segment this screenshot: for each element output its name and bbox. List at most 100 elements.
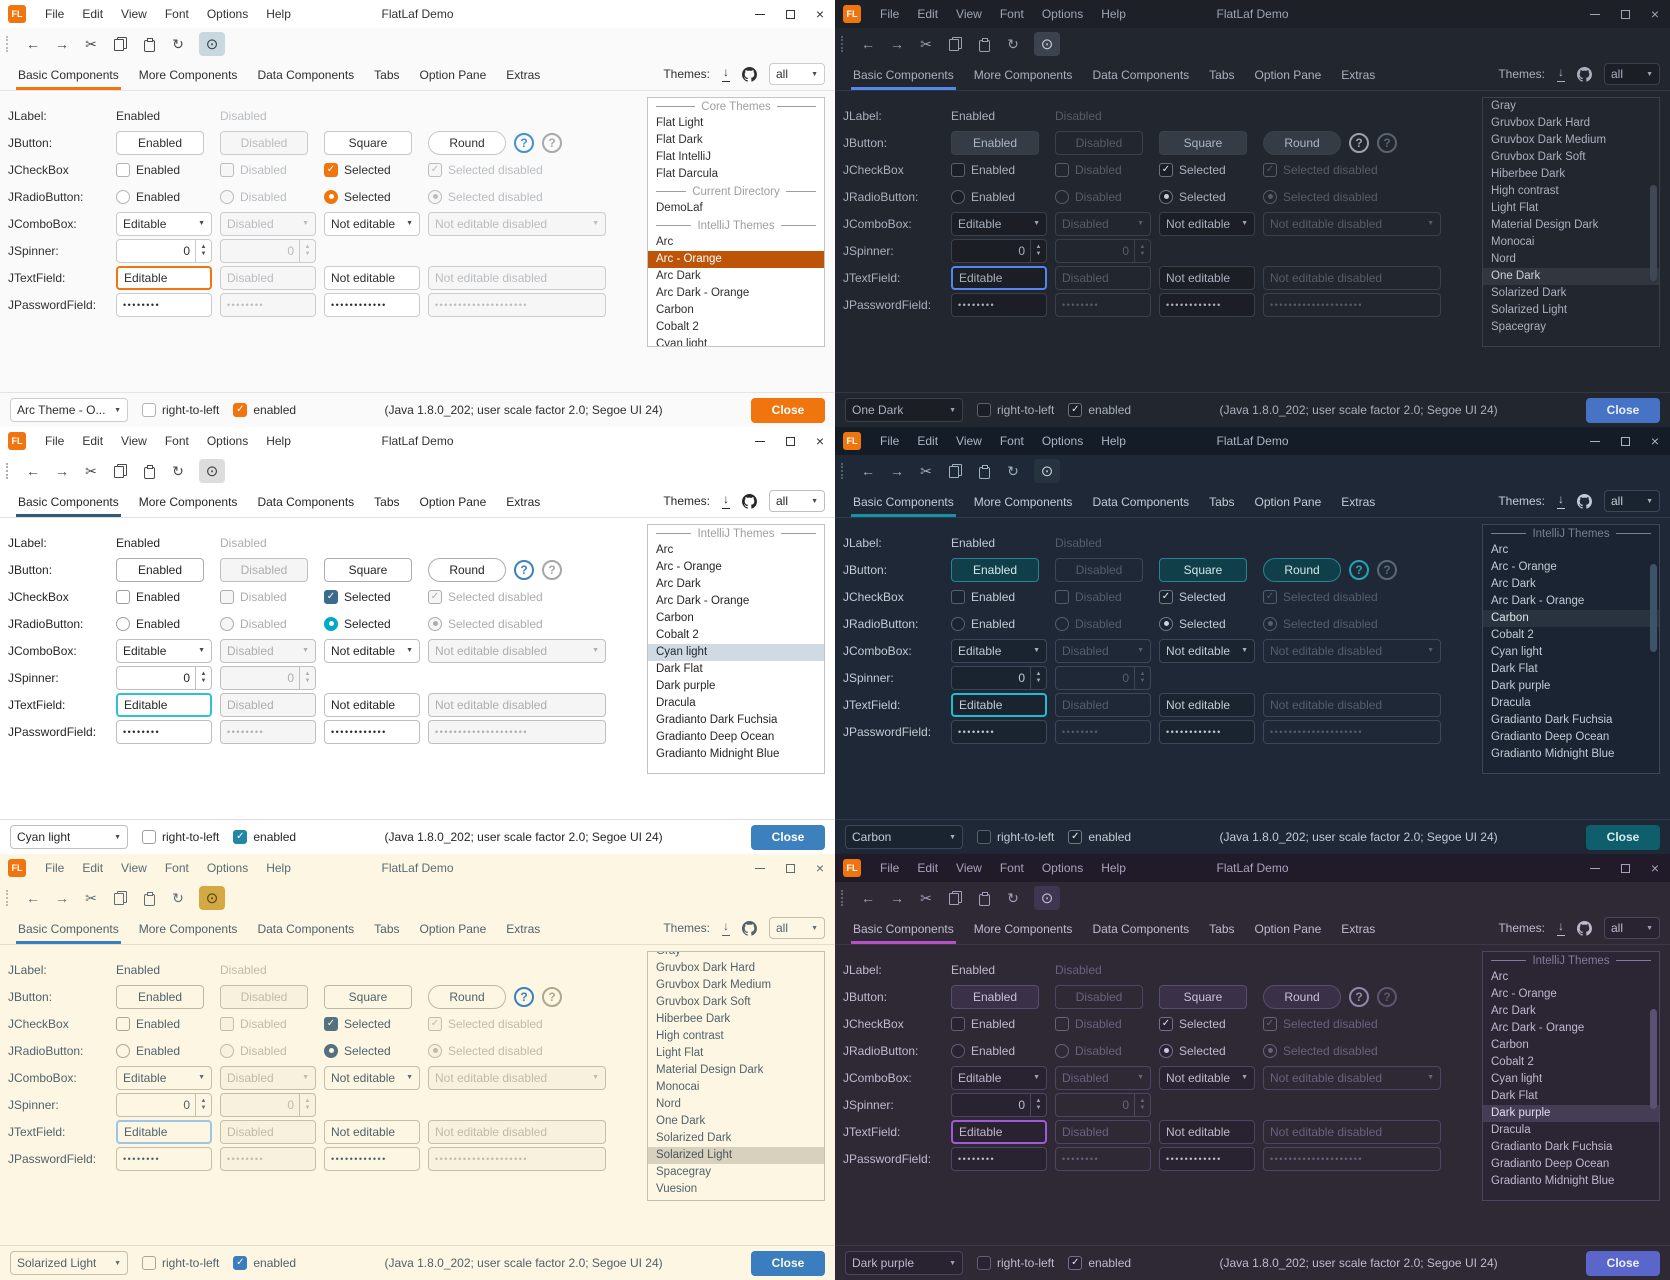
jbutton-square-button[interactable]: Square: [324, 130, 412, 155]
jpasswordfield-3[interactable]: ••••••••••••: [1159, 292, 1255, 317]
tab-basic-components[interactable]: Basic Components: [843, 489, 964, 517]
menu-view[interactable]: View: [956, 861, 982, 875]
tab-more-components[interactable]: More Components: [138, 922, 238, 936]
refresh-icon[interactable]: ↻: [1007, 462, 1019, 479]
theme-list-item-gruvbox-dark-soft[interactable]: Gruvbox Dark Soft: [656, 996, 751, 1008]
menu-file[interactable]: File: [880, 434, 900, 448]
jtextfield-editable-textfield[interactable]: Editable: [116, 1119, 212, 1144]
tab-more-components[interactable]: More Components: [973, 495, 1073, 509]
jtextfield-disabled-textfield[interactable]: Disabled: [220, 1119, 316, 1144]
theme-list-item-cyan-light[interactable]: Cyan light: [656, 338, 708, 347]
minimize-button[interactable]: [1580, 854, 1610, 882]
refresh-icon[interactable]: ↻: [1007, 889, 1019, 906]
jbutton-square-button[interactable]: Square: [1159, 557, 1247, 582]
jtextfield-disabled-textfield[interactable]: Disabled: [220, 265, 316, 290]
jbutton-round-button[interactable]: Round: [428, 130, 506, 155]
theme-list-item-arc-dark[interactable]: Arc Dark: [1491, 578, 1536, 590]
jcheckbox-disabled-checkbox[interactable]: Disabled: [220, 1016, 287, 1031]
jbutton-round-button[interactable]: Round: [1263, 130, 1341, 155]
jspinner-1[interactable]: 0 ▲ ▼: [116, 1092, 212, 1117]
theme-list-item-gradianto-midnight-blue[interactable]: Gradianto Midnight Blue: [1491, 748, 1615, 760]
jcombobox-disabled-combobox[interactable]: Disabled ▼: [1055, 1065, 1151, 1090]
spinner-up-icon[interactable]: ▲: [200, 244, 207, 250]
github-icon[interactable]: [742, 66, 757, 82]
download-icon[interactable]: ↓: [722, 493, 730, 509]
tab-extras[interactable]: Extras: [1341, 68, 1376, 82]
menu-font[interactable]: Font: [164, 7, 189, 21]
theme-list-item-spacegray[interactable]: Spacegray: [656, 1166, 711, 1178]
jpasswordfield-1[interactable]: ••••••••: [951, 1146, 1047, 1171]
spinner-arrows[interactable]: ▲ ▼: [195, 1093, 211, 1116]
theme-list-item-gray[interactable]: Gray: [1491, 100, 1516, 112]
theme-list-item-hiberbee-dark[interactable]: Hiberbee Dark: [656, 1013, 731, 1025]
help-disabled-icon[interactable]: ?: [542, 132, 562, 153]
theme-list-item-gradianto-deep-ocean[interactable]: Gradianto Deep Ocean: [1491, 731, 1610, 743]
jpasswordfield-1[interactable]: ••••••••: [951, 292, 1047, 317]
toolbar-grip[interactable]: [6, 463, 13, 479]
spinner-arrows[interactable]: ▲ ▼: [195, 239, 211, 262]
jbutton-enabled-button[interactable]: Enabled: [951, 984, 1039, 1009]
minimize-button[interactable]: [745, 427, 775, 455]
menu-options[interactable]: Options: [1041, 434, 1084, 448]
jspinner-2[interactable]: 0 ▲ ▼: [1055, 1092, 1151, 1117]
tab-option-pane[interactable]: Option Pane: [419, 495, 487, 509]
theme-list-item-arc[interactable]: Arc: [656, 544, 674, 556]
jcheckbox-disabled-checkbox[interactable]: Disabled: [1055, 162, 1122, 177]
right-to-left-checkbox[interactable]: right-to-left: [977, 1256, 1054, 1270]
jcombobox-disabled-combobox[interactable]: Disabled ▼: [220, 1065, 316, 1090]
jbutton-square-button[interactable]: Square: [1159, 130, 1247, 155]
spinner-arrows[interactable]: ▲ ▼: [299, 666, 315, 689]
minimize-button[interactable]: [745, 854, 775, 882]
tab-option-pane[interactable]: Option Pane: [419, 922, 487, 936]
toolbar-grip[interactable]: [6, 36, 13, 52]
jcheckbox-enabled-checkbox[interactable]: Enabled: [116, 1016, 180, 1031]
jcombobox-disabled-combobox[interactable]: Disabled ▼: [1055, 638, 1151, 663]
theme-list-item-gruvbox-dark-soft[interactable]: Gruvbox Dark Soft: [1491, 151, 1586, 163]
jbutton-enabled-button[interactable]: Enabled: [951, 130, 1039, 155]
jpasswordfield-2[interactable]: ••••••••: [220, 292, 316, 317]
theme-list-item-hiberbee-dark[interactable]: Hiberbee Dark: [1491, 168, 1566, 180]
close-window-button[interactable]: ×: [1650, 433, 1660, 449]
copy-icon[interactable]: [943, 886, 967, 910]
menu-options[interactable]: Options: [206, 861, 249, 875]
tab-data-components[interactable]: Data Components: [1092, 68, 1190, 82]
tab-extras[interactable]: Extras: [506, 495, 541, 509]
enabled-checkbox[interactable]: ✓ enabled: [1068, 1256, 1131, 1270]
jradiobutton-selected-disabled-radio[interactable]: Selected disabled: [1263, 1043, 1378, 1058]
jbutton-disabled-button[interactable]: Disabled: [220, 557, 308, 582]
jcombobox-not-editable-combobox[interactable]: Not editable ▼: [1159, 1065, 1255, 1090]
jcheckbox-disabled-checkbox[interactable]: Disabled: [1055, 1016, 1122, 1031]
help-icon[interactable]: ?: [514, 559, 534, 580]
menu-edit[interactable]: Edit: [917, 434, 939, 448]
help-disabled-icon[interactable]: ?: [1377, 132, 1397, 153]
jtextfield-not-editable-disabled-textfield[interactable]: Not editable disabled: [428, 265, 606, 290]
menu-font[interactable]: Font: [999, 434, 1024, 448]
theme-list-item-arc-dark-orange[interactable]: Arc Dark - Orange: [656, 595, 750, 607]
cut-icon[interactable]: ✂: [920, 462, 932, 479]
theme-filter-combo[interactable]: all ▼: [1604, 490, 1660, 512]
jbutton-disabled-button[interactable]: Disabled: [1055, 984, 1143, 1009]
minimize-button[interactable]: [745, 0, 775, 28]
theme-list-item-spacegray[interactable]: Spacegray: [1491, 321, 1546, 333]
menu-font[interactable]: Font: [164, 861, 189, 875]
theme-list-item-arc-orange[interactable]: Arc - Orange: [656, 561, 722, 573]
show-toggle-button[interactable]: ⊙: [1034, 459, 1060, 483]
tab-option-pane[interactable]: Option Pane: [419, 68, 487, 82]
jspinner-1[interactable]: 0 ▲ ▼: [116, 665, 212, 690]
theme-filter-combo[interactable]: all ▼: [1604, 63, 1660, 85]
theme-list-item-gradianto-midnight-blue[interactable]: Gradianto Midnight Blue: [656, 748, 780, 760]
tab-option-pane[interactable]: Option Pane: [1254, 495, 1322, 509]
theme-list-item-solarized-dark[interactable]: Solarized Dark: [1491, 287, 1567, 299]
theme-list-item-dracula[interactable]: Dracula: [656, 697, 696, 709]
show-toggle-button[interactable]: ⊙: [1034, 32, 1060, 56]
jpasswordfield-4[interactable]: ••••••••••••••••••••: [1263, 719, 1441, 744]
toolbar-grip[interactable]: [841, 463, 848, 479]
theme-list-item-vuesion[interactable]: Vuesion: [656, 1183, 698, 1195]
jradiobutton-disabled-radio[interactable]: Disabled: [220, 189, 287, 204]
jcombobox-not-editable-disabled-combobox[interactable]: Not editable disabled ▼: [428, 638, 606, 663]
spinner-down-icon[interactable]: ▼: [1139, 1105, 1146, 1111]
jbutton-disabled-button[interactable]: Disabled: [220, 130, 308, 155]
menu-edit[interactable]: Edit: [82, 7, 104, 21]
jcheckbox-disabled-checkbox[interactable]: Disabled: [220, 589, 287, 604]
theme-list-item-flat-darcula[interactable]: Flat Darcula: [656, 168, 718, 180]
